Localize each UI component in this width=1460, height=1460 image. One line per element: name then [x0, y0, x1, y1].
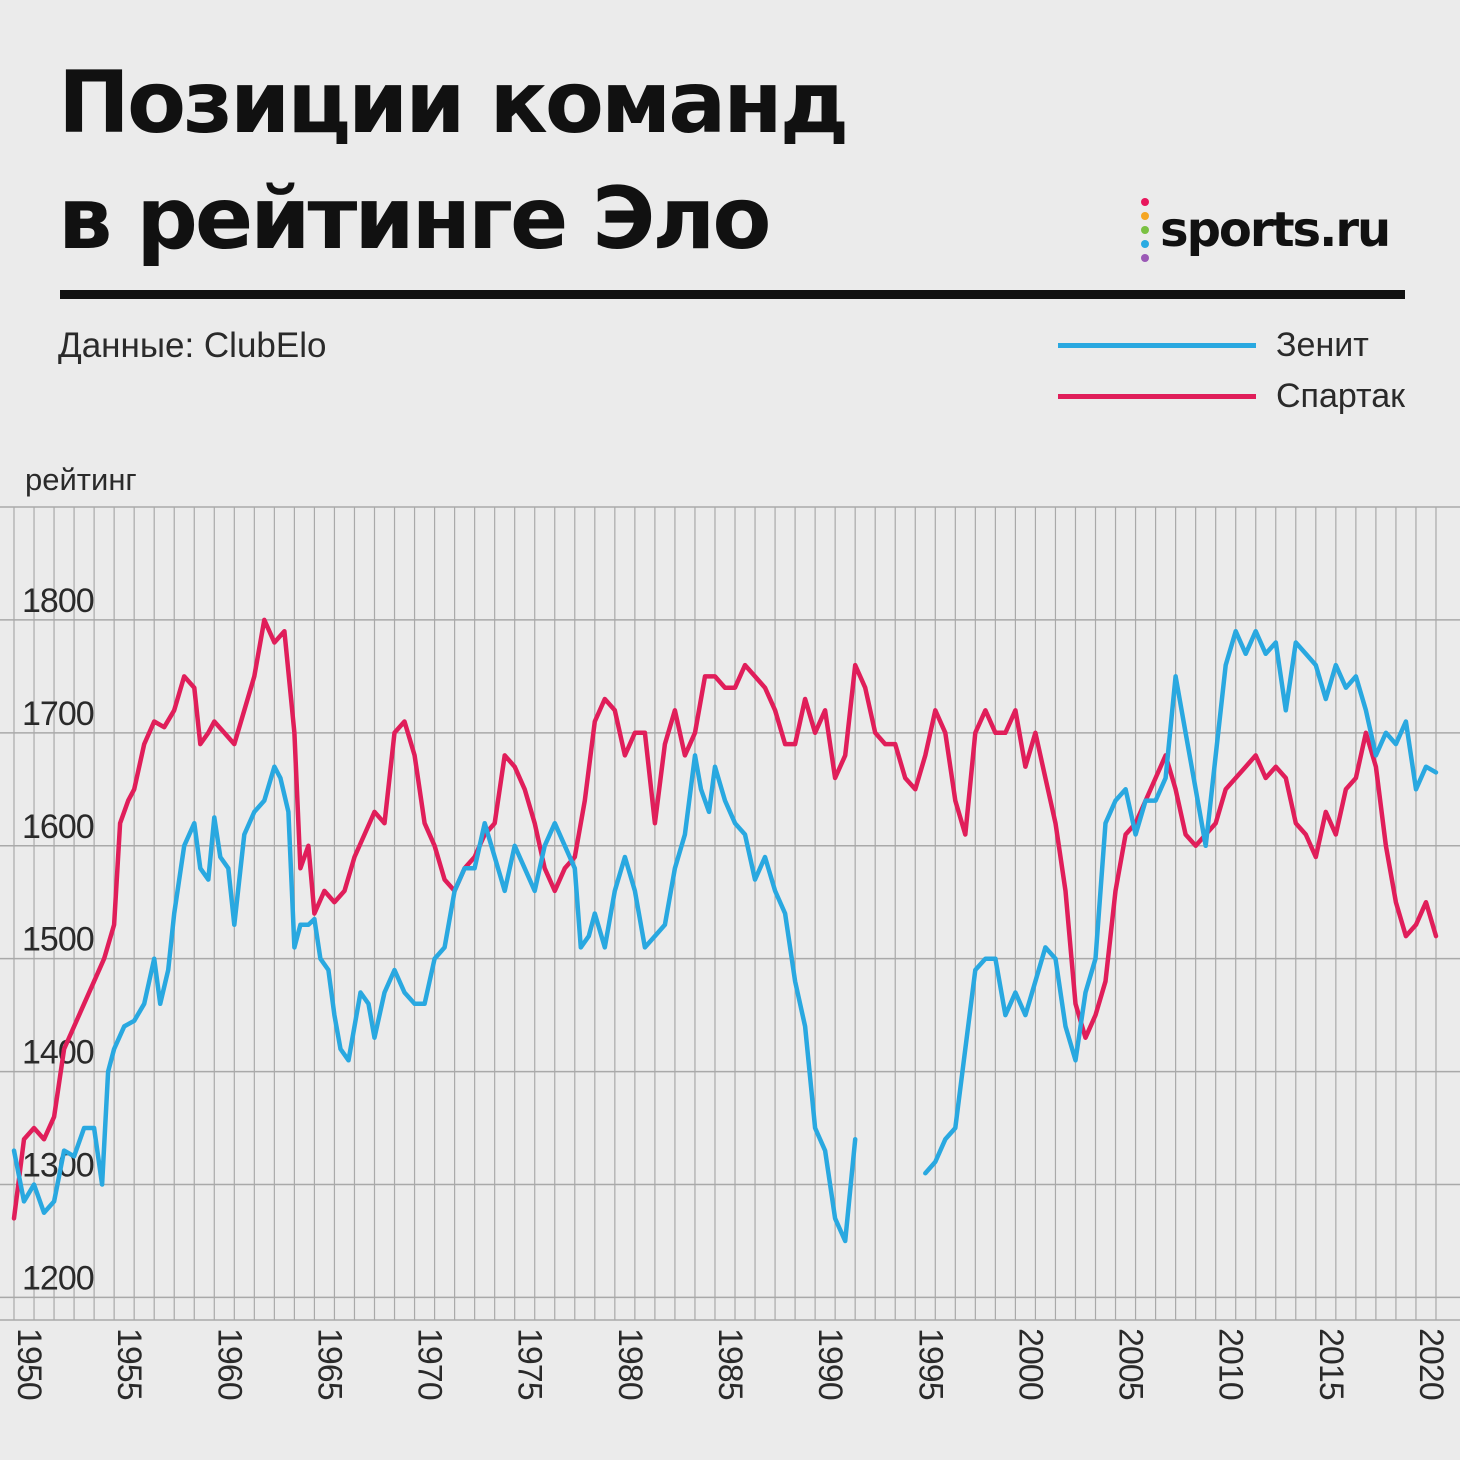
x-tick-label: 2015 [1312, 1328, 1350, 1400]
page-title-line-2: в рейтинге Эло [58, 169, 771, 269]
y-tick-label: 1400 [22, 1034, 94, 1072]
logo-dot [1141, 226, 1149, 234]
x-tick-label: 2010 [1212, 1328, 1250, 1400]
x-tick-label: 1980 [611, 1328, 649, 1400]
x-tick-label: 1985 [711, 1328, 749, 1400]
x-tick-label: 1995 [911, 1328, 949, 1400]
series-line-zenit-after-gap [923, 628, 1439, 1176]
legend-item-zenit: Зенит [1058, 326, 1369, 365]
y-tick-label: 1600 [22, 808, 94, 846]
logo-dot [1141, 198, 1149, 206]
y-axis-title: рейтинг [25, 462, 137, 497]
legend-label-spartak: Спартак [1276, 377, 1406, 415]
logo-dot [1141, 240, 1149, 248]
legend-swatch-zenit [1058, 343, 1256, 348]
logo-dot [1141, 212, 1149, 220]
legend-item-spartak: Спартак [1058, 377, 1405, 416]
sports-ru-logo[interactable]: sports.ru [1138, 196, 1391, 264]
x-tick-label: 1965 [310, 1328, 348, 1400]
series-line-zenit [11, 753, 858, 1244]
y-tick-label: 1500 [22, 921, 94, 959]
x-tick-label: 1990 [811, 1328, 849, 1400]
y-tick-label: 1200 [22, 1259, 94, 1297]
series-line-spartak [11, 617, 1439, 1221]
x-tick-label: 1960 [210, 1328, 248, 1400]
page-title-line-1: Позиции команд [58, 53, 849, 153]
y-tick-label: 1800 [22, 582, 94, 620]
x-tick-label: 2000 [1011, 1328, 1049, 1400]
x-tick-label: 1950 [10, 1328, 48, 1400]
logo-text: sports.ru [1160, 202, 1391, 258]
header-divider [60, 290, 1405, 299]
x-tick-label: 1975 [511, 1328, 549, 1400]
x-tick-label: 2020 [1412, 1328, 1450, 1400]
x-tick-label: 1970 [411, 1328, 449, 1400]
x-tick-label: 1955 [110, 1328, 148, 1400]
data-source: Данные: ClubElo [58, 326, 327, 365]
legend-label-zenit: Зенит [1276, 326, 1369, 364]
legend-swatch-spartak [1058, 394, 1256, 399]
logo-dot [1141, 254, 1149, 262]
y-tick-label: 1700 [22, 695, 94, 733]
x-tick-label: 2005 [1112, 1328, 1150, 1400]
logo-dots-icon [1138, 196, 1152, 264]
